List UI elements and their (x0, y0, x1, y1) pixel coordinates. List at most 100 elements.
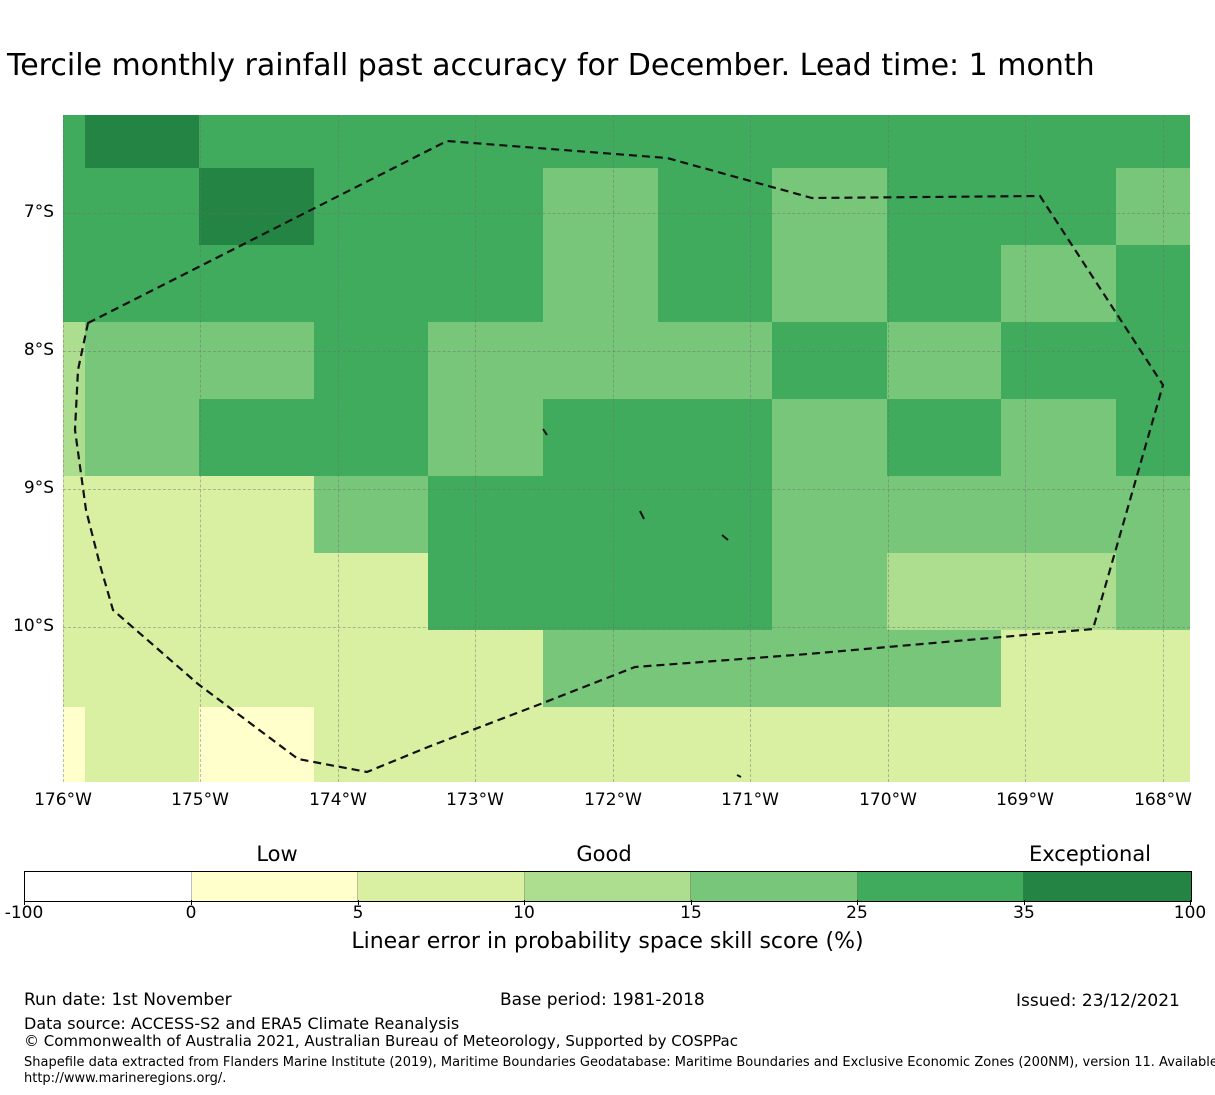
map-cell (428, 707, 543, 782)
map-cell (314, 322, 428, 399)
map-cell (1116, 245, 1190, 322)
colorbar-tick-label: 100 (1173, 903, 1207, 923)
horizontal-gridline (63, 351, 1190, 352)
vertical-gridline (63, 115, 64, 782)
map-cell (199, 630, 314, 707)
colorbar-tick-label: 25 (846, 903, 868, 923)
map-cell (658, 322, 772, 399)
map-cell (199, 322, 314, 399)
map-cell (85, 399, 199, 476)
map-cell (63, 168, 85, 245)
colorbar-tick-label: 0 (185, 903, 197, 923)
colorbar-segment (191, 872, 359, 901)
colorbar-tick-mark (691, 900, 692, 905)
vertical-gridline (888, 115, 889, 782)
map-cell (314, 115, 428, 168)
map-cell (428, 630, 543, 707)
colorbar-tick-mark (24, 900, 25, 905)
map-cell (543, 707, 658, 782)
colorbar-tick-label: 10 (513, 903, 535, 923)
colorbar-segment (25, 872, 192, 901)
x-tick-label: 171°W (721, 790, 779, 810)
x-tick-label: 170°W (859, 790, 917, 810)
y-tick-label: 10°S (13, 616, 54, 636)
colorbar-segment (1024, 872, 1191, 901)
base-period-text: Base period: 1981-2018 (500, 990, 705, 1010)
map-cell (63, 245, 85, 322)
map-cell (772, 707, 887, 782)
map-cell (772, 630, 887, 707)
issued-text: Issued: 23/12/2021 (1016, 991, 1180, 1011)
map-cell (199, 553, 314, 630)
map-cell (1001, 115, 1116, 168)
colorbar-tick-label: -100 (4, 903, 44, 923)
x-tick-label: 168°W (1134, 790, 1192, 810)
vertical-gridline (200, 115, 201, 782)
map-cell (1001, 630, 1116, 707)
map-cell (314, 245, 428, 322)
colorbar-segment (358, 872, 525, 901)
colorbar-title: Linear error in probability space skill … (351, 929, 864, 954)
map-cell (887, 115, 1001, 168)
map-cell (658, 399, 772, 476)
map-cell (1001, 168, 1116, 245)
map-cell (1001, 553, 1116, 630)
x-tick-label: 173°W (446, 790, 504, 810)
island-outline-mark (542, 428, 548, 436)
colorbar-tick-mark (857, 900, 858, 905)
colorbar (24, 871, 1192, 902)
map-cell (772, 245, 887, 322)
horizontal-gridline (63, 489, 1190, 490)
map-cell (1001, 322, 1116, 399)
x-tick-label: 169°W (996, 790, 1054, 810)
map-cell (1001, 707, 1116, 782)
map-cell (658, 707, 772, 782)
map-cell (543, 476, 658, 553)
map-cell (199, 245, 314, 322)
map-cell (314, 399, 428, 476)
colorbar-tick-label: 15 (680, 903, 702, 923)
map-cell (1116, 322, 1190, 399)
map-cell (887, 553, 1001, 630)
map-cell (428, 168, 543, 245)
vertical-gridline (613, 115, 614, 782)
map-cell (543, 630, 658, 707)
map-cell (85, 630, 199, 707)
map-cell (543, 553, 658, 630)
colorbar-segment (857, 872, 1025, 901)
map-cell (1001, 476, 1116, 553)
map-cell (1116, 553, 1190, 630)
chart-title: Tercile monthly rainfall past accuracy f… (7, 48, 1095, 83)
map-cell (428, 245, 543, 322)
colorbar-band-label: Good (576, 842, 632, 866)
map-cell (658, 245, 772, 322)
map-cell (772, 553, 887, 630)
map-cell (658, 476, 772, 553)
map-cell (887, 245, 1001, 322)
colorbar-tick-mark (1024, 900, 1025, 905)
run-date-text: Run date: 1st November (24, 990, 232, 1010)
map-cell (199, 115, 314, 168)
map-cell (85, 322, 199, 399)
map-cell (85, 707, 199, 782)
map-cell (85, 245, 199, 322)
vertical-gridline (1025, 115, 1026, 782)
map-cell (85, 168, 199, 245)
x-tick-label: 174°W (309, 790, 367, 810)
map-cell (314, 168, 428, 245)
colorbar-band-label: Exceptional (1028, 842, 1152, 866)
horizontal-gridline (63, 213, 1190, 214)
map-cell (658, 630, 772, 707)
map-cell (887, 168, 1001, 245)
map-cell (772, 322, 887, 399)
map-cell (543, 322, 658, 399)
colorbar-tick-label: 35 (1013, 903, 1035, 923)
map-cell (428, 553, 543, 630)
map-cell (63, 630, 85, 707)
colorbar-tick-mark (191, 900, 192, 905)
map-cell (1116, 707, 1190, 782)
y-tick-label: 8°S (23, 340, 54, 360)
x-tick-label: 176°W (34, 790, 92, 810)
colorbar-tick-label: 5 (352, 903, 364, 923)
colorbar-segment (524, 872, 692, 901)
